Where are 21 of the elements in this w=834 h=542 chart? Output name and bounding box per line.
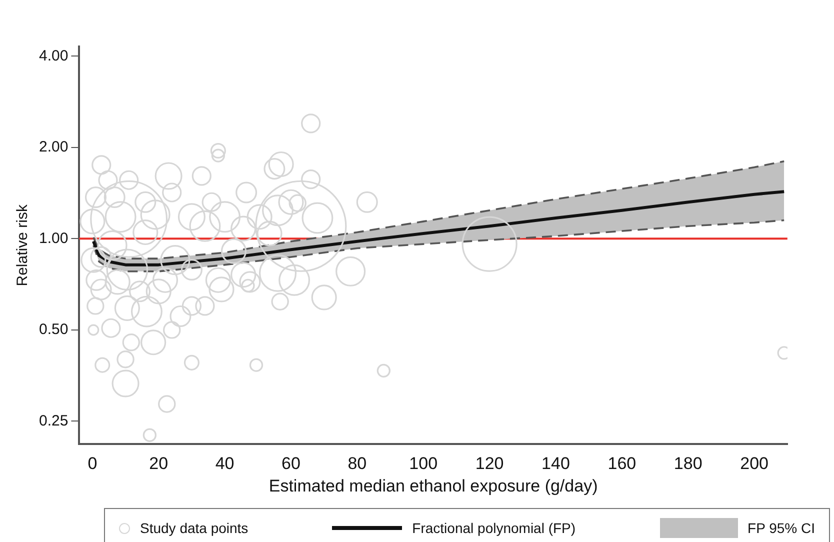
x-tick-label: 180 (674, 454, 702, 474)
x-axis-title: Estimated median ethanol exposure (g/day) (268, 476, 598, 496)
y-tick-label: 4.00 (38, 47, 68, 64)
y-tick-label: 0.25 (38, 412, 68, 430)
y-axis-title: Relative risk (14, 204, 32, 286)
x-tick-label: 40 (215, 454, 234, 474)
x-tick-label: 120 (475, 454, 504, 474)
legend-label: Study data points (140, 520, 248, 536)
x-tick-label: 0 (88, 454, 98, 474)
x-tick-label: 160 (608, 454, 636, 474)
x-tick-label: 60 (282, 454, 300, 474)
x-tick-label: 140 (542, 454, 570, 474)
x-tick-label: 20 (149, 454, 168, 474)
x-tick-label: 80 (348, 454, 367, 474)
text: FP 95% CI (748, 520, 815, 536)
legend-label: Fractional polynomial (FP) (412, 520, 576, 536)
y-tick-label: 2.00 (38, 138, 68, 156)
x-tick-label: 100 (409, 454, 438, 474)
y-tick-label: 1.00 (38, 230, 68, 247)
y-tick-label: 0.50 (38, 321, 68, 338)
x-tick-label: 200 (740, 454, 768, 474)
